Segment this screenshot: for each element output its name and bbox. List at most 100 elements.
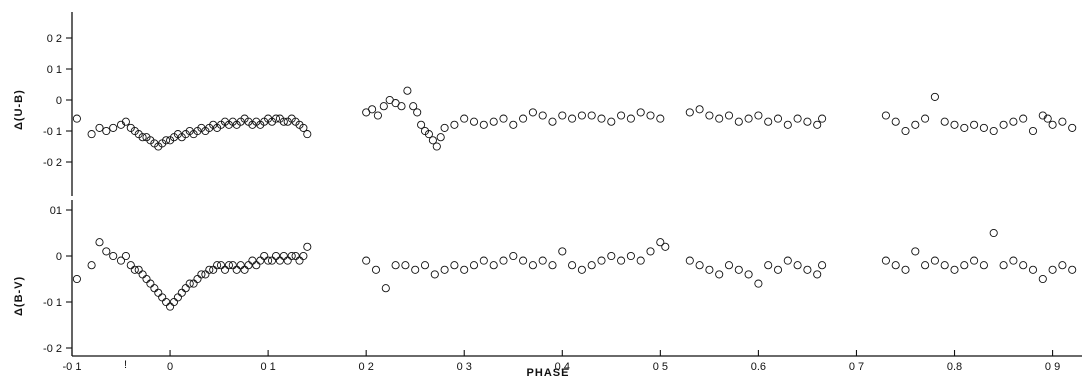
ub-point-121 — [1019, 114, 1028, 123]
bv-point-25 — [197, 270, 206, 279]
bv-point-85 — [685, 256, 694, 265]
bv-point-62 — [450, 261, 459, 270]
ub-point-59 — [397, 102, 406, 111]
ub-point-51 — [299, 123, 308, 132]
ub-points — [72, 86, 1077, 151]
ub-point-100 — [764, 117, 773, 126]
ub-point-63 — [417, 120, 426, 129]
ub-point-103 — [793, 114, 802, 123]
stray-mark: ! — [124, 359, 127, 371]
bv-point-14 — [154, 288, 163, 297]
bv-point-47 — [283, 256, 292, 265]
bv-point-94 — [773, 265, 783, 274]
ub-point-71 — [460, 114, 469, 123]
xtick-label-3: 0 2 — [359, 361, 374, 373]
bv-point-110 — [979, 261, 988, 270]
ub-point-69 — [440, 123, 449, 132]
bv-point-70 — [528, 261, 537, 270]
ub-point-85 — [597, 114, 606, 123]
bv-point-57 — [401, 261, 410, 270]
bv-point-22 — [185, 279, 194, 288]
bv-point-44 — [271, 251, 281, 261]
bv-point-15 — [158, 293, 167, 302]
ub-point-83 — [577, 111, 586, 120]
ub-point-79 — [538, 111, 547, 120]
ub-ytick-label-3: -0 1 — [43, 126, 62, 138]
ub-point-61 — [409, 102, 418, 111]
xtick-label-7: 0.6 — [751, 361, 766, 373]
bv-point-5 — [116, 256, 126, 265]
ub-point-124 — [1043, 114, 1052, 123]
bv-point-82 — [646, 247, 655, 256]
bv-point-118 — [1058, 261, 1067, 270]
bv-point-60 — [430, 270, 439, 279]
ub-point-117 — [979, 123, 988, 132]
bv-point-72 — [548, 261, 557, 270]
bv-point-78 — [607, 251, 616, 261]
ub-point-84 — [587, 111, 596, 120]
bv-point-11 — [142, 274, 151, 284]
bv-point-116 — [1038, 274, 1047, 284]
ub-point-108 — [891, 117, 900, 126]
bv-point-74 — [568, 261, 577, 270]
ub-point-94 — [705, 111, 714, 120]
bv-point-61 — [440, 265, 449, 274]
bv-point-41 — [260, 251, 269, 261]
bv-point-51 — [299, 251, 308, 261]
xtick-label-5: 0.4 — [555, 361, 570, 373]
bv-point-4 — [109, 251, 118, 261]
ub-point-127 — [1068, 123, 1077, 132]
ub-point-2 — [95, 123, 104, 132]
ub-panel: 0 2 0 1 0 -0 1 -0 2 Δ(U-B) — [13, 12, 1077, 196]
bv-point-65 — [479, 256, 488, 265]
bv-point-32 — [224, 261, 233, 270]
ub-point-3 — [102, 126, 111, 136]
bv-point-67 — [499, 256, 508, 265]
bv-point-58 — [411, 265, 420, 274]
bv-point-64 — [469, 261, 479, 270]
bv-point-86 — [695, 261, 704, 270]
bv-point-46 — [279, 251, 288, 261]
bv-point-10 — [138, 270, 147, 279]
ub-point-72 — [469, 117, 479, 126]
x-axis-title: PHASE — [527, 367, 570, 379]
bv-point-7 — [126, 261, 135, 270]
ub-point-115 — [960, 123, 969, 132]
ub-point-65 — [424, 130, 433, 139]
ub-point-89 — [636, 108, 645, 117]
ub-point-70 — [450, 120, 459, 129]
ub-point-90 — [646, 111, 655, 120]
x-ticks: -0 1 0 0 1 0 2 0 3 0.4 0 5 0.6 0 7 0.8 0 9 — [63, 350, 1060, 373]
bv-point-83 — [656, 238, 665, 247]
bv-point-87 — [705, 265, 714, 274]
ub-point-0 — [72, 114, 81, 123]
bv-point-73 — [558, 247, 567, 256]
bv-point-69 — [519, 256, 528, 265]
ub-point-10 — [138, 133, 147, 142]
ub-point-74 — [489, 117, 498, 126]
bv-point-30 — [216, 261, 226, 270]
bv-ytick-label-2: -0 1 — [43, 297, 62, 309]
bv-point-79 — [617, 256, 626, 265]
ub-point-106 — [818, 114, 827, 123]
bv-point-102 — [901, 265, 910, 274]
ub-point-4 — [109, 123, 118, 132]
bv-point-104 — [921, 261, 930, 270]
ub-point-111 — [921, 114, 930, 123]
ub-point-120 — [1009, 117, 1018, 126]
bv-point-71 — [538, 256, 547, 265]
bv-point-31 — [220, 265, 230, 274]
ub-point-73 — [479, 120, 488, 129]
bv-point-119 — [1068, 265, 1077, 274]
bv-point-35 — [236, 261, 245, 270]
bv-point-80 — [626, 251, 635, 261]
bv-point-54 — [371, 265, 381, 274]
ub-point-88 — [626, 114, 635, 123]
bv-point-6 — [121, 251, 130, 261]
ub-point-126 — [1058, 117, 1067, 126]
bv-point-27 — [205, 265, 214, 274]
ub-point-6 — [121, 117, 130, 126]
bv-point-103 — [911, 247, 920, 256]
